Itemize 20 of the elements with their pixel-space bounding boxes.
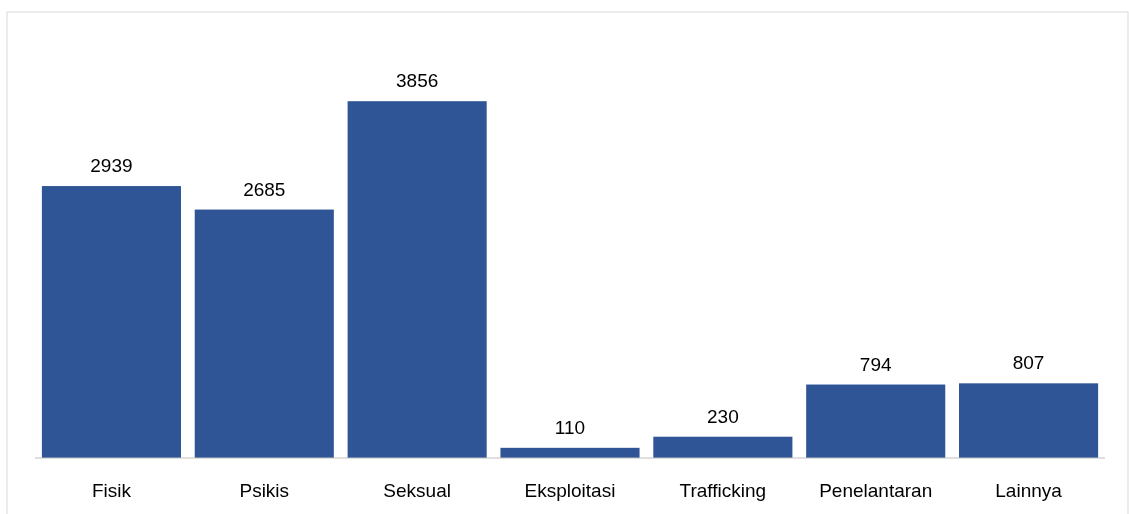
bar [41,186,181,458]
data-label: 3856 [396,70,439,92]
x-tick-label: Trafficking [679,480,767,501]
data-label: 110 [554,416,586,438]
bar [347,101,487,458]
bar [806,384,946,458]
x-tick-label: Fisik [91,480,132,501]
data-label: 230 [707,405,739,427]
data-label: 807 [1012,352,1045,374]
bar [653,436,793,458]
bar [959,383,1099,458]
x-tick-label: Seksual [383,480,451,501]
x-tick-label: Psikis [239,480,290,501]
x-tick-label: Eksploitasi [524,480,616,501]
data-label: 2685 [243,178,286,200]
x-tick-label: Lainnya [995,480,1063,501]
bar [194,209,334,458]
data-label: 2939 [90,155,133,177]
x-tick-label: Penelantaran [819,480,933,501]
data-label: 794 [859,353,892,375]
